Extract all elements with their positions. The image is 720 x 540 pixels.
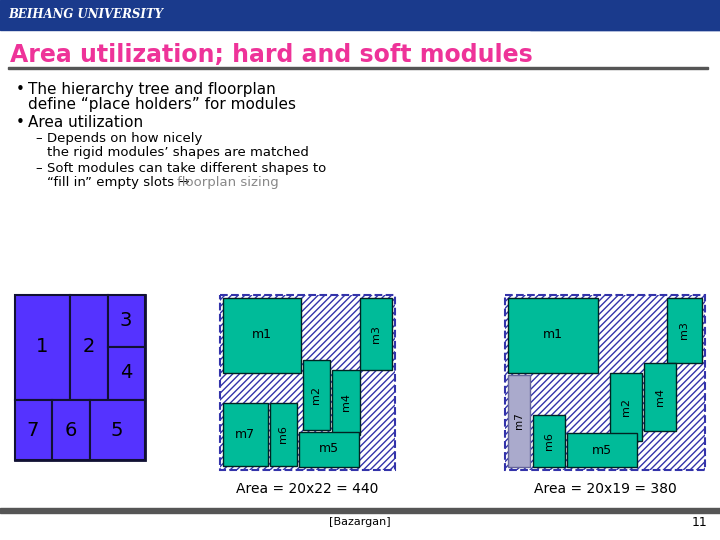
Text: Area utilization: Area utilization bbox=[28, 115, 143, 130]
Text: BEIHANG UNIVERSITY: BEIHANG UNIVERSITY bbox=[8, 9, 163, 22]
Bar bbox=[299, 432, 359, 467]
Bar bbox=[15, 400, 52, 460]
Text: Depends on how nicely: Depends on how nicely bbox=[47, 132, 202, 145]
Text: “fill in” empty slots →: “fill in” empty slots → bbox=[47, 176, 194, 189]
Bar bbox=[610, 373, 642, 441]
Text: The hierarchy tree and floorplan: The hierarchy tree and floorplan bbox=[28, 82, 276, 97]
Text: 6: 6 bbox=[65, 421, 77, 440]
Text: –: – bbox=[35, 162, 42, 175]
Bar bbox=[90, 400, 145, 460]
Bar bbox=[223, 298, 301, 373]
Text: Soft modules can take different shapes to: Soft modules can take different shapes t… bbox=[47, 162, 326, 175]
Text: m5: m5 bbox=[592, 443, 612, 456]
Text: m2: m2 bbox=[621, 398, 631, 416]
Bar bbox=[644, 363, 676, 431]
Text: m7: m7 bbox=[514, 413, 524, 429]
Text: m2: m2 bbox=[311, 386, 321, 404]
Text: define “place holders” for modules: define “place holders” for modules bbox=[28, 97, 296, 112]
Text: floorplan sizing: floorplan sizing bbox=[177, 176, 279, 189]
Bar bbox=[220, 295, 395, 470]
Text: •: • bbox=[16, 115, 25, 130]
Bar bbox=[530, 0, 720, 30]
Bar bbox=[508, 298, 598, 373]
Bar bbox=[505, 295, 705, 470]
Bar bbox=[667, 298, 702, 363]
Text: m1: m1 bbox=[543, 328, 563, 341]
Text: 2: 2 bbox=[83, 338, 95, 356]
Bar bbox=[223, 403, 268, 466]
Bar bbox=[70, 295, 108, 400]
Bar bbox=[508, 375, 530, 467]
Bar bbox=[332, 370, 360, 435]
Text: 11: 11 bbox=[692, 516, 708, 529]
Text: 1: 1 bbox=[36, 338, 48, 356]
Text: 4: 4 bbox=[120, 363, 132, 382]
Bar bbox=[0, 508, 720, 513]
Text: –: – bbox=[35, 132, 42, 145]
Text: Area utilization; hard and soft modules: Area utilization; hard and soft modules bbox=[10, 43, 533, 67]
Text: m3: m3 bbox=[371, 325, 381, 343]
Bar bbox=[220, 295, 395, 470]
Bar bbox=[270, 403, 297, 466]
Bar bbox=[505, 295, 705, 470]
Text: •: • bbox=[16, 82, 25, 97]
Text: m1: m1 bbox=[252, 328, 272, 341]
Text: 5: 5 bbox=[111, 421, 123, 440]
Text: m3: m3 bbox=[679, 321, 689, 339]
Text: Area = 20x19 = 380: Area = 20x19 = 380 bbox=[534, 482, 676, 496]
Text: m4: m4 bbox=[341, 393, 351, 411]
Text: the rigid modules’ shapes are matched: the rigid modules’ shapes are matched bbox=[47, 146, 309, 159]
Bar bbox=[0, 0, 720, 30]
Text: m6: m6 bbox=[544, 432, 554, 450]
Text: m5: m5 bbox=[319, 442, 339, 456]
Bar bbox=[15, 295, 70, 400]
Bar bbox=[360, 298, 392, 370]
Text: m7: m7 bbox=[235, 428, 255, 441]
Text: Area = 20x22 = 440: Area = 20x22 = 440 bbox=[236, 482, 379, 496]
Bar bbox=[52, 400, 90, 460]
Bar bbox=[108, 295, 145, 347]
Bar bbox=[108, 347, 145, 400]
Text: m4: m4 bbox=[655, 388, 665, 406]
Bar bbox=[533, 415, 565, 467]
Bar bbox=[15, 295, 145, 460]
Text: m6: m6 bbox=[278, 425, 288, 443]
Bar bbox=[303, 360, 330, 430]
Text: [Bazargan]: [Bazargan] bbox=[329, 517, 391, 527]
Text: 3: 3 bbox=[120, 312, 132, 330]
Bar bbox=[567, 433, 637, 467]
Text: 7: 7 bbox=[27, 421, 39, 440]
Bar bbox=[8, 67, 708, 69]
